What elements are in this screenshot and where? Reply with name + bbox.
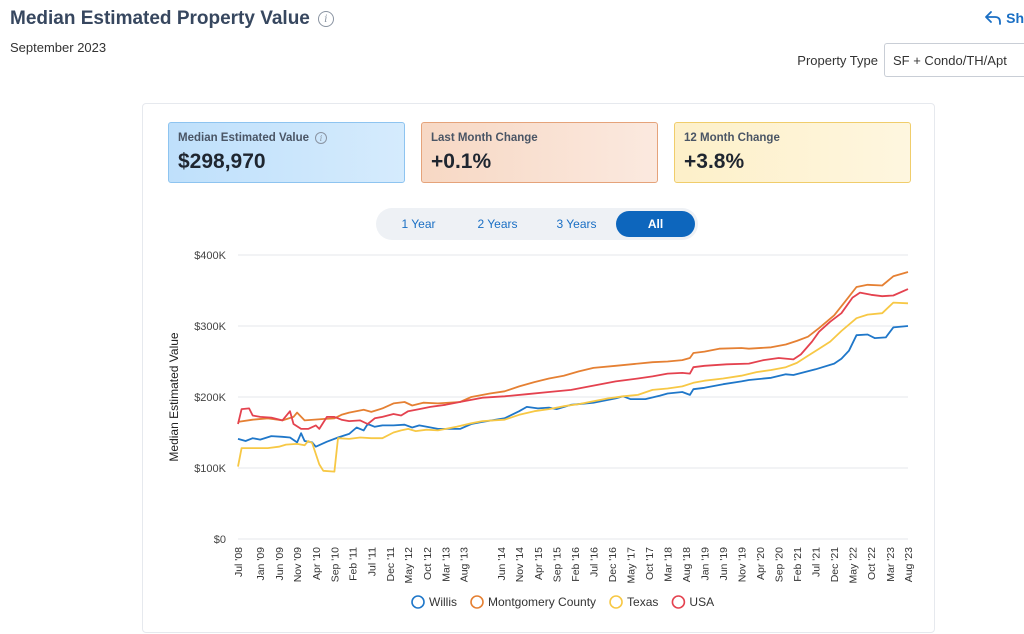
card-value: +3.8% (684, 150, 745, 173)
chart-panel: Median Estimated Value i $298,970 Last M… (142, 103, 935, 633)
x-tick-label: Oct '17 (644, 547, 656, 580)
y-tick-label: $100K (194, 463, 226, 475)
x-tick-label: Nov '14 (514, 547, 526, 582)
time-range-toggle: 1 Year 2 Years 3 Years All (376, 208, 698, 240)
series-line-texas (237, 301, 909, 473)
legend-label[interactable]: USA (689, 595, 714, 609)
y-axis-title: Median Estimated Value (167, 332, 181, 462)
series-line-montgomery-county (237, 271, 909, 423)
x-tick-label: Mar '13 (440, 547, 452, 582)
info-icon[interactable]: i (317, 11, 334, 27)
card-value: +0.1% (431, 150, 492, 173)
x-tick-label: Sep '15 (552, 547, 564, 582)
legend-marker[interactable] (609, 595, 623, 609)
x-tick-label: Apr '20 (755, 547, 767, 580)
x-tick-label: Aug '18 (681, 547, 693, 582)
x-tick-label: Aug '13 (459, 547, 471, 582)
x-tick-label: Nov '09 (292, 547, 304, 582)
x-tick-label: Apr '15 (533, 547, 545, 580)
share-icon (985, 11, 1002, 25)
series-line-willis (237, 325, 909, 448)
legend-marker[interactable] (411, 595, 425, 609)
x-tick-label: Jun '14 (496, 547, 508, 581)
x-tick-label: Jul '16 (588, 547, 600, 577)
range-1-year-button[interactable]: 1 Year (401, 217, 436, 231)
x-tick-label: Mar '18 (663, 547, 675, 582)
x-tick-label: Oct '22 (866, 547, 878, 580)
card-label: Median Estimated Value (178, 132, 310, 144)
x-tick-label: Sep '10 (329, 547, 341, 582)
x-tick-label: Jul '11 (366, 547, 378, 576)
share-button[interactable]: Sh (984, 10, 1024, 26)
series-line-usa (237, 288, 909, 430)
y-tick-label: $300K (194, 321, 226, 333)
x-tick-label: Nov '19 (736, 547, 748, 582)
x-tick-label: Feb '21 (792, 547, 804, 582)
card-value: $298,970 (178, 150, 266, 173)
last-month-change-card: Last Month Change +0.1% (421, 122, 658, 183)
median-value-card: Median Estimated Value i $298,970 (168, 122, 405, 183)
legend-label[interactable]: Willis (429, 595, 457, 609)
legend-marker[interactable] (671, 595, 686, 609)
x-tick-label: May '12 (403, 547, 415, 584)
x-tick-label: Oct '12 (422, 547, 434, 580)
y-tick-label: $200K (194, 392, 226, 404)
range-all-button[interactable]: All (616, 211, 695, 237)
x-tick-label: Jan '19 (700, 547, 712, 581)
x-tick-label: Jun '19 (718, 547, 730, 581)
x-tick-label: Feb '11 (348, 547, 360, 581)
x-tick-label: Jul '08 (233, 547, 245, 577)
x-tick-label: Jun '09 (274, 547, 286, 581)
info-icon[interactable]: i (315, 132, 328, 144)
legend-marker[interactable] (470, 595, 484, 609)
x-tick-label: Sep '20 (774, 547, 786, 582)
x-tick-label: Dec '16 (607, 547, 619, 582)
x-tick-label: Feb '16 (570, 547, 582, 582)
y-tick-label: $400K (194, 250, 226, 262)
x-tick-label: May '17 (625, 547, 637, 584)
x-tick-label: Jan '09 (255, 547, 267, 581)
share-label: Sh (1006, 10, 1024, 26)
x-tick-label: Jul '21 (811, 547, 823, 577)
x-tick-label: Dec '11 (385, 547, 397, 582)
page-header: Median Estimated Property Value i Septem… (10, 8, 334, 55)
x-tick-label: Aug '23 (903, 547, 915, 582)
property-type-select[interactable]: SF + Condo/TH/Apt (884, 43, 1024, 77)
x-tick-label: May '22 (847, 547, 859, 584)
x-tick-label: Dec '21 (829, 547, 841, 582)
range-2-years-button[interactable]: 2 Years (477, 217, 518, 231)
twelve-month-change-card: 12 Month Change +3.8% (674, 122, 911, 183)
page-title: Median Estimated Property Value (10, 8, 310, 29)
legend-label[interactable]: Texas (627, 595, 658, 609)
x-tick-label: Mar '23 (885, 547, 897, 582)
y-tick-label: $0 (214, 534, 226, 546)
property-type-label: Property Type (797, 52, 878, 68)
range-3-years-button[interactable]: 3 Years (556, 217, 597, 231)
x-tick-label: Apr '10 (311, 547, 323, 580)
legend-label[interactable]: Montgomery County (488, 595, 596, 609)
property-type-filter: Property Type SF + Condo/TH/Apt (797, 43, 1024, 77)
card-label: Last Month Change (431, 132, 538, 144)
card-label: 12 Month Change (684, 132, 780, 144)
line-chart: $0 $100K $200K $300K $400K Median Estimated V… (167, 250, 915, 609)
page-subtitle: September 2023 (10, 40, 107, 55)
